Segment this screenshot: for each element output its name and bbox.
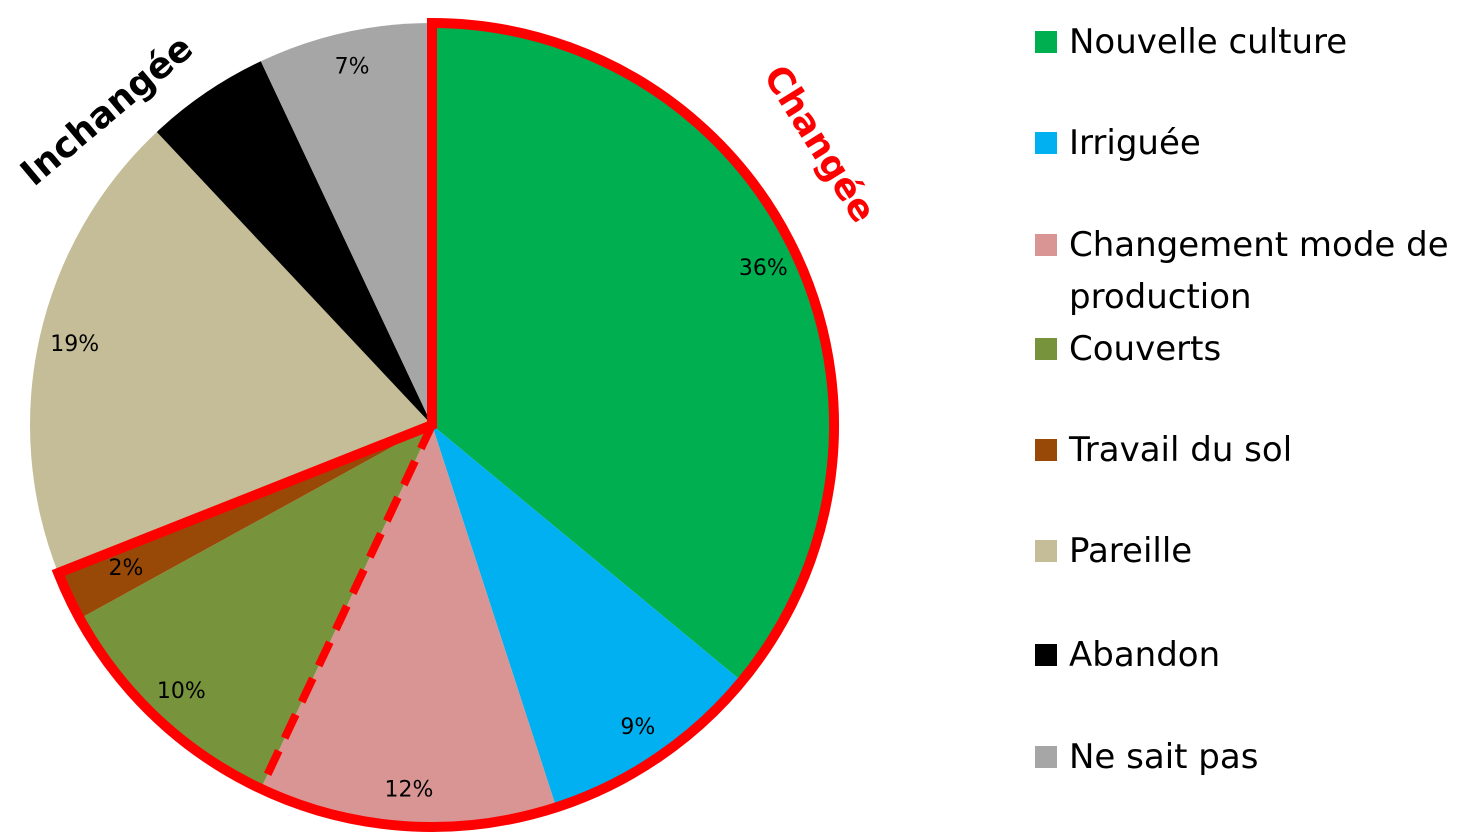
- legend-swatch: [1035, 644, 1057, 666]
- legend-swatch: [1035, 540, 1057, 562]
- data-label: 36%: [739, 256, 788, 281]
- legend-item: Irriguée: [1035, 117, 1475, 169]
- legend-item: Travail du sol: [1035, 424, 1475, 476]
- legend-swatch: [1035, 439, 1057, 461]
- data-label: 2%: [108, 556, 143, 581]
- pie-slice: [432, 23, 834, 682]
- legend-item: Abandon: [1035, 629, 1475, 681]
- annotation: Changée: [755, 58, 883, 229]
- pie-slice: [79, 425, 432, 789]
- data-label: 9%: [620, 715, 655, 740]
- legend-label: Nouvelle culture: [1069, 22, 1348, 62]
- legend-label: Changement mode de production: [1069, 225, 1449, 317]
- legend-item: Ne sait pas: [1035, 731, 1475, 783]
- pie-slice: [58, 425, 432, 619]
- data-label: 12%: [385, 777, 434, 802]
- legend-swatch: [1035, 338, 1057, 360]
- legend-swatch: [1035, 746, 1057, 768]
- legend-item: Changement mode de production: [1035, 219, 1475, 323]
- pie-slice: [260, 23, 432, 425]
- legend-item: Nouvelle culture: [1035, 16, 1475, 68]
- legend-label: Abandon: [1069, 635, 1221, 675]
- pie-slice: [156, 61, 432, 426]
- group-outline: [51, 17, 839, 832]
- data-label: 19%: [50, 332, 99, 357]
- pie-slice: [260, 425, 557, 827]
- legend-label: Irriguée: [1069, 123, 1201, 163]
- data-label: 10%: [157, 679, 206, 704]
- legend-item: Pareille: [1035, 525, 1475, 577]
- pie-slice: [432, 425, 742, 808]
- legend-label: Ne sait pas: [1069, 737, 1259, 777]
- chart: Changée Inchangée 36%9%12%10%2%19%7%: [13, 17, 883, 832]
- legend-swatch: [1035, 234, 1057, 256]
- legend-swatch: [1035, 132, 1057, 154]
- legend-label: Couverts: [1069, 329, 1222, 369]
- legend-item: Couverts: [1035, 323, 1475, 375]
- data-label: 7%: [335, 55, 370, 80]
- legend-label: Travail du sol: [1069, 430, 1293, 470]
- group-divider: [257, 423, 436, 791]
- legend-label: Pareille: [1069, 531, 1193, 571]
- legend-swatch: [1035, 31, 1057, 53]
